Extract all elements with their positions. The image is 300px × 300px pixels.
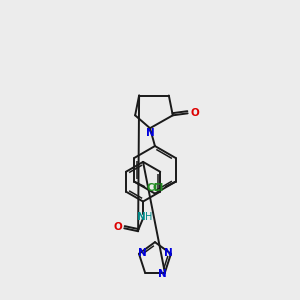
Text: H: H xyxy=(145,212,153,222)
Text: Cl: Cl xyxy=(147,183,158,193)
Text: N: N xyxy=(137,248,146,258)
Text: N: N xyxy=(158,268,166,279)
Text: N: N xyxy=(164,248,172,258)
Text: Cl: Cl xyxy=(152,183,163,193)
Text: O: O xyxy=(190,108,199,118)
Text: N: N xyxy=(137,212,146,222)
Text: O: O xyxy=(114,222,123,232)
Text: N: N xyxy=(146,128,154,138)
